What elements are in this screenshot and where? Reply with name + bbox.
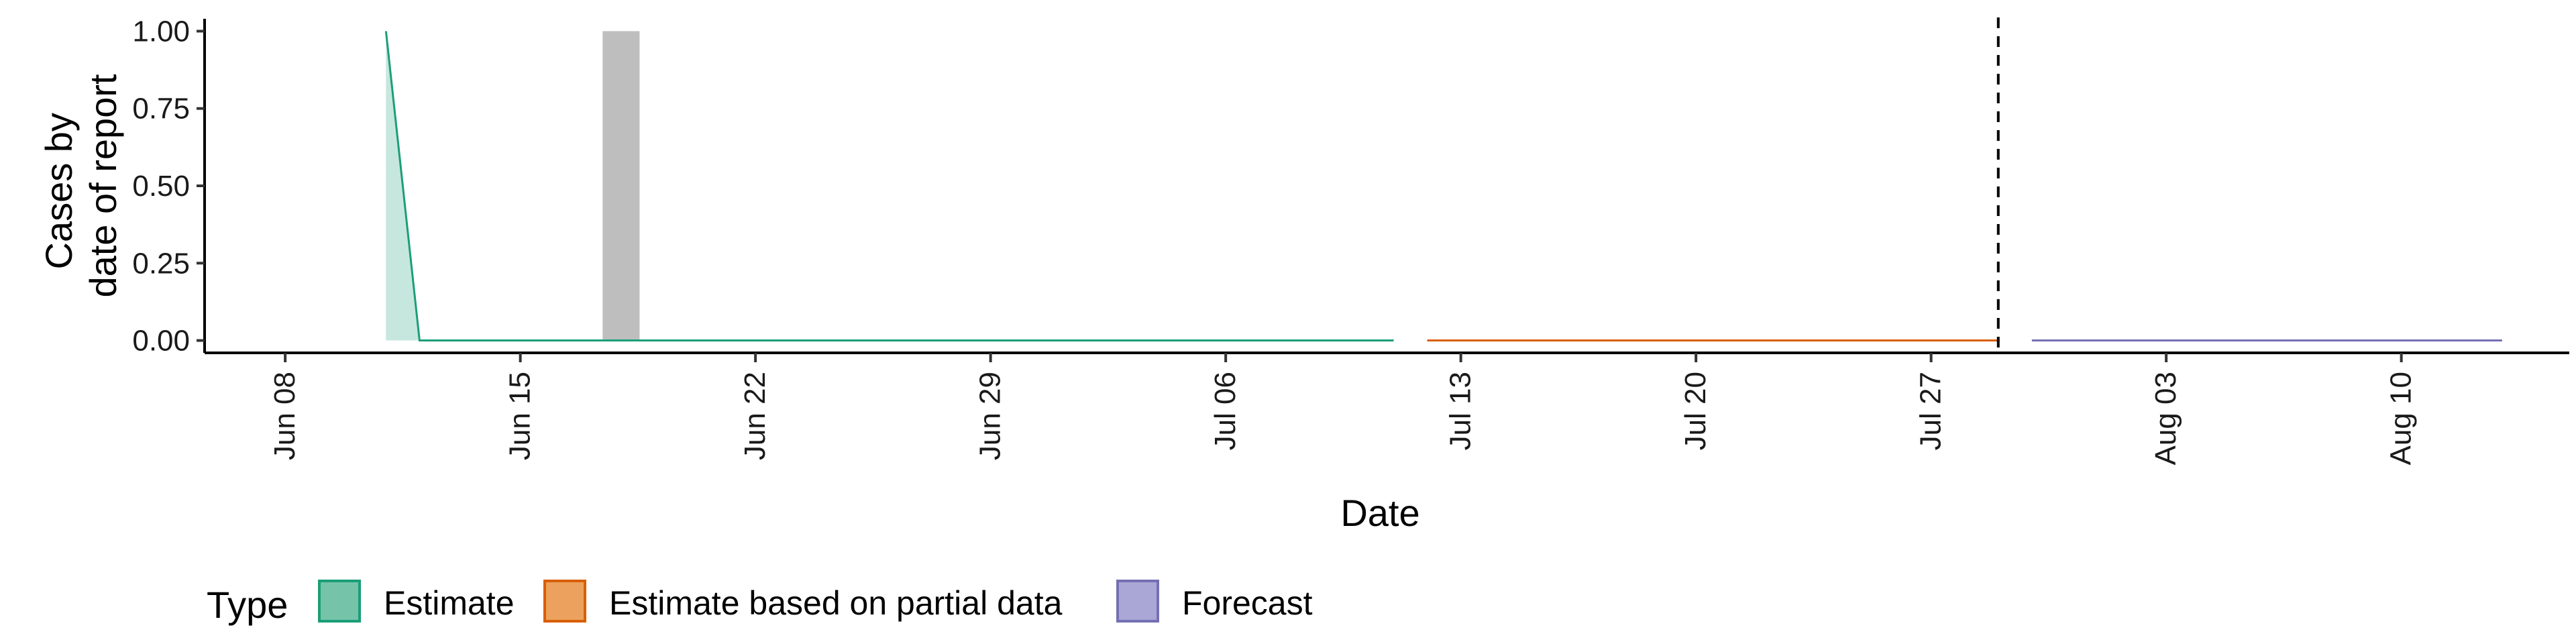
x-tick-label-2: Jun 22: [739, 372, 771, 460]
series-line-0: [384, 31, 1394, 342]
series-area-0: [386, 31, 1394, 341]
x-tick-label-9: Aug 10: [2385, 372, 2418, 465]
legend-key-1: [543, 580, 586, 623]
x-axis-title: Date: [1340, 492, 1419, 534]
plot-area: [384, 17, 2502, 353]
legend-key-2: [1116, 580, 1159, 623]
y-tick-label-3: 0.75: [132, 93, 190, 125]
reported-cases-bar-0: [602, 31, 640, 341]
x-tick-label-7: Jul 27: [1915, 372, 1947, 450]
x-tick-label-1: Jun 15: [504, 372, 537, 460]
legend: Type Estimate Estimate based on partial d…: [207, 580, 1313, 626]
x-tick-label-8: Aug 03: [2149, 372, 2182, 465]
y-tick-label-0: 0.00: [132, 325, 190, 358]
legend-label-2: Forecast: [1182, 584, 1313, 622]
axes: 0.00 0.25 0.50 0.75 1.00 Jun 08 Jun 15 Jun 22 Ju…: [132, 15, 2569, 465]
x-tick-label-0: Jun 08: [268, 372, 301, 460]
y-axis-title: Cases by date of report: [38, 74, 124, 298]
y-axis-title-line-1: Cases by: [38, 113, 80, 269]
legend-title: Type: [207, 584, 288, 626]
y-tick-label-4: 1.00: [132, 15, 190, 48]
x-tick-label-6: Jul 20: [1679, 372, 1712, 450]
x-tick-label-3: Jun 29: [974, 372, 1007, 460]
y-axis-title-line-2: date of report: [82, 74, 124, 298]
legend-key-0: [318, 580, 361, 623]
x-tick-label-5: Jul 13: [1444, 372, 1477, 450]
y-tick-label-2: 0.50: [132, 170, 190, 203]
legend-label-1: Estimate based on partial data: [609, 584, 1063, 622]
x-tick-label-4: Jul 06: [1209, 372, 1242, 450]
legend-label-0: Estimate: [384, 584, 515, 622]
y-tick-label-1: 0.25: [132, 247, 190, 280]
